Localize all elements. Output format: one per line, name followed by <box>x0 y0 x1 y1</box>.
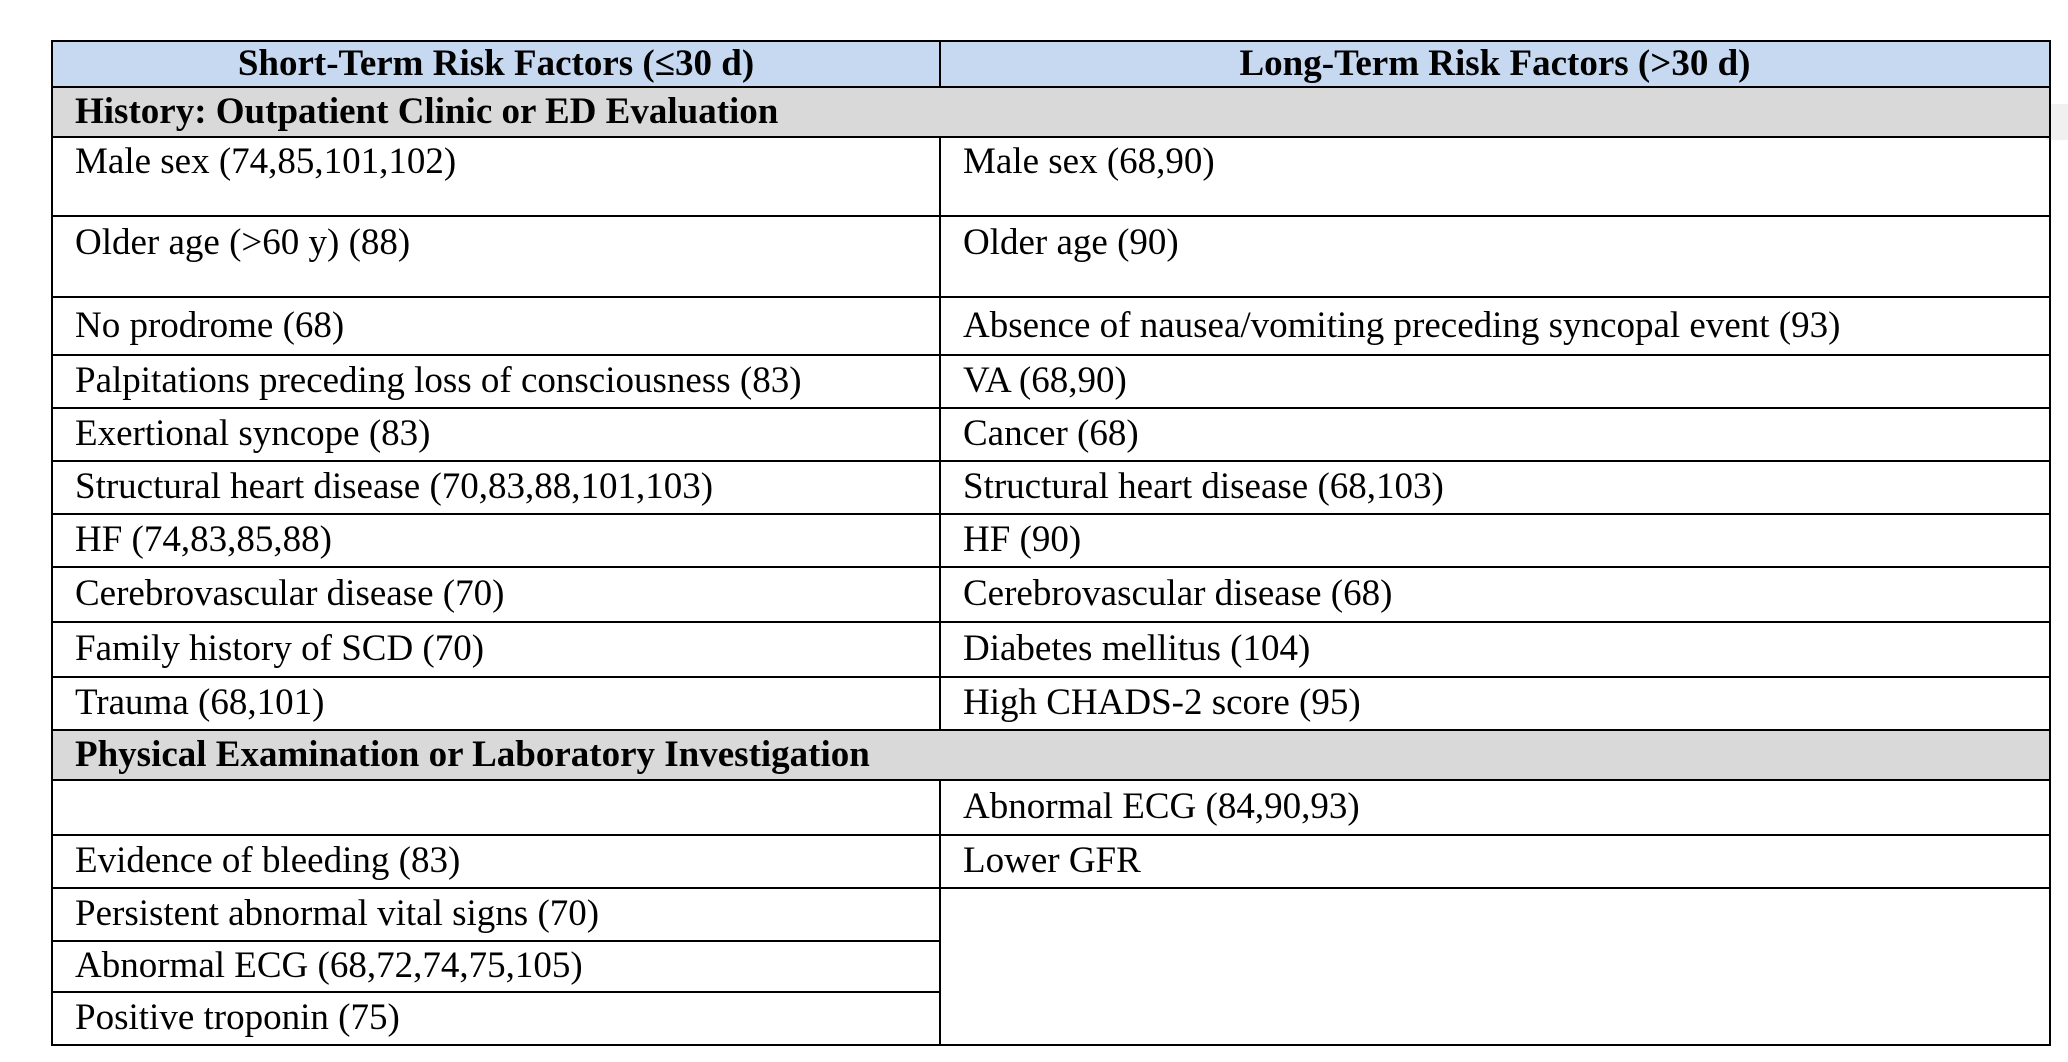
short-term-cell: Family history of SCD (70) <box>51 621 941 678</box>
table-row: Abnormal ECG (84,90,93) <box>51 779 2051 836</box>
section-row: Physical Examination or Laboratory Inves… <box>51 729 2051 781</box>
short-term-header: Short-Term Risk Factors (≤30 d) <box>51 40 941 88</box>
long-term-cell: Cerebrovascular disease (68) <box>939 566 2051 623</box>
table-row: Trauma (68,101) High CHADS-2 score (95) <box>51 676 2051 731</box>
header-row: Short-Term Risk Factors (≤30 d) Long-Ter… <box>51 40 2051 88</box>
long-term-cell: HF (90) <box>939 513 2051 568</box>
long-term-empty-cell <box>939 887 2051 1046</box>
section-title-physical-exam: Physical Examination or Laboratory Inves… <box>51 729 2051 781</box>
table-row: Exertional syncope (83) Cancer (68) <box>51 407 2051 462</box>
long-term-cell: Cancer (68) <box>939 407 2051 462</box>
table-row: No prodrome (68) Absence of nausea/vomit… <box>51 296 2051 356</box>
table-row: Palpitations preceding loss of conscious… <box>51 354 2051 409</box>
short-term-cell: Abnormal ECG (68,72,74,75,105) <box>51 940 941 993</box>
section-title-history: History: Outpatient Clinic or ED Evaluat… <box>51 86 2051 138</box>
table-row: Persistent abnormal vital signs (70) <box>51 887 2051 1046</box>
short-term-cell: No prodrome (68) <box>51 296 941 356</box>
long-term-cell: Absence of nausea/vomiting preceding syn… <box>939 296 2051 356</box>
long-term-cell: VA (68,90) <box>939 354 2051 409</box>
long-term-cell: High CHADS-2 score (95) <box>939 676 2051 731</box>
long-term-cell: Diabetes mellitus (104) <box>939 621 2051 678</box>
long-term-cell: Abnormal ECG (84,90,93) <box>939 779 2051 836</box>
short-term-cell: Palpitations preceding loss of conscious… <box>51 354 941 409</box>
short-term-cell: Structural heart disease (70,83,88,101,1… <box>51 460 941 515</box>
short-term-cell: HF (74,83,85,88) <box>51 513 941 568</box>
table-row: Family history of SCD (70) Diabetes mell… <box>51 621 2051 678</box>
long-term-cell: Older age (90) <box>939 215 2051 298</box>
table-row: Cerebrovascular disease (70) Cerebrovasc… <box>51 566 2051 623</box>
short-term-cell: Male sex (74,85,101,102) <box>51 136 941 217</box>
short-term-cell: Cerebrovascular disease (70) <box>51 566 941 623</box>
long-term-cell: Male sex (68,90) <box>939 136 2051 217</box>
table-row: Evidence of bleeding (83) Lower GFR <box>51 834 2051 889</box>
table-row: HF (74,83,85,88) HF (90) <box>51 513 2051 568</box>
short-term-cell: Older age (>60 y) (88) <box>51 215 941 298</box>
table-row: Abnormal ECG (68,72,74,75,105) <box>51 940 2050 993</box>
table-row: Male sex (74,85,101,102) Male sex (68,90… <box>51 136 2051 217</box>
short-term-cell: Trauma (68,101) <box>51 676 941 731</box>
short-term-cell: Evidence of bleeding (83) <box>51 834 941 889</box>
page-edge-shadow <box>2046 104 2068 140</box>
short-term-cell: Persistent abnormal vital signs (70) <box>51 887 941 942</box>
risk-factors-table: Short-Term Risk Factors (≤30 d) Long-Ter… <box>51 40 2051 1046</box>
table-row: Structural heart disease (70,83,88,101,1… <box>51 460 2051 515</box>
long-term-cell: Lower GFR <box>939 834 2051 889</box>
long-term-header: Long-Term Risk Factors (>30 d) <box>939 40 2051 88</box>
table-row: Positive troponin (75) <box>51 991 2050 1046</box>
section-row: History: Outpatient Clinic or ED Evaluat… <box>51 86 2051 138</box>
long-term-cell: Structural heart disease (68,103) <box>939 460 2051 515</box>
short-term-cell <box>51 779 941 836</box>
short-term-cell: Exertional syncope (83) <box>51 407 941 462</box>
table-row: Older age (>60 y) (88) Older age (90) <box>51 215 2051 298</box>
short-term-cell: Positive troponin (75) <box>51 991 941 1046</box>
